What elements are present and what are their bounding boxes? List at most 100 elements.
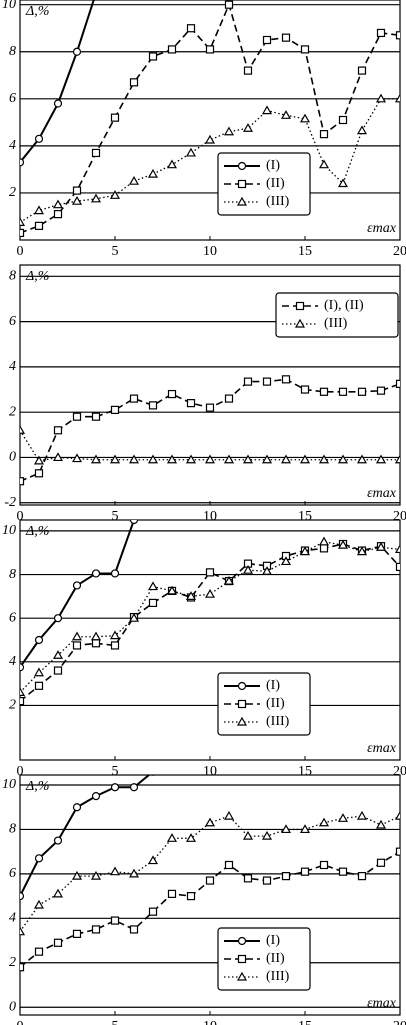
marker bbox=[34, 947, 44, 956]
marker bbox=[223, 126, 235, 136]
marker bbox=[148, 907, 158, 916]
x-axis-label: εmax bbox=[367, 486, 397, 501]
marker bbox=[53, 666, 63, 675]
legend-label: (III) bbox=[324, 316, 348, 331]
legend-box bbox=[217, 927, 311, 991]
marker bbox=[71, 195, 83, 205]
x-tick-label: 15 bbox=[298, 1019, 312, 1025]
marker bbox=[280, 454, 292, 464]
marker bbox=[262, 35, 272, 45]
marker bbox=[204, 588, 216, 598]
marker bbox=[242, 830, 254, 840]
marker bbox=[243, 66, 253, 75]
marker bbox=[224, 860, 234, 870]
y-tick-label: -2 bbox=[4, 495, 16, 510]
marker bbox=[299, 546, 311, 556]
x-tick-label: 5 bbox=[112, 1019, 119, 1025]
marker bbox=[280, 556, 292, 566]
marker bbox=[166, 454, 178, 464]
marker bbox=[167, 389, 177, 399]
marker bbox=[237, 179, 247, 189]
marker bbox=[337, 454, 349, 464]
marker bbox=[53, 836, 63, 845]
y-axis-label: Δ,% bbox=[25, 779, 49, 794]
marker bbox=[294, 318, 306, 328]
marker bbox=[110, 113, 120, 122]
y-tick-label: 4 bbox=[9, 138, 16, 153]
series-line bbox=[20, 429, 400, 462]
marker bbox=[52, 452, 64, 462]
marker bbox=[356, 454, 368, 464]
marker bbox=[150, 775, 156, 776]
marker bbox=[237, 936, 247, 946]
marker bbox=[109, 630, 121, 640]
marker bbox=[167, 45, 177, 54]
marker bbox=[299, 454, 311, 464]
x-tick-label: 20 bbox=[393, 1019, 406, 1025]
marker bbox=[281, 375, 291, 384]
plot-frame bbox=[19, 0, 401, 241]
marker bbox=[72, 186, 82, 195]
x-tick-label: 20 bbox=[393, 244, 406, 259]
marker bbox=[72, 803, 82, 812]
series-group bbox=[20, 375, 400, 486]
marker bbox=[280, 110, 292, 119]
x-tick-label: 0 bbox=[17, 509, 24, 524]
marker bbox=[242, 454, 254, 464]
marker bbox=[337, 539, 349, 549]
y-tick-label: 2 bbox=[9, 404, 16, 419]
marker bbox=[128, 454, 140, 464]
marker bbox=[109, 190, 121, 199]
marker bbox=[20, 425, 26, 434]
marker bbox=[71, 631, 83, 641]
marker bbox=[337, 813, 349, 822]
marker bbox=[20, 158, 25, 167]
series-line bbox=[20, 815, 400, 933]
marker bbox=[72, 641, 82, 650]
marker bbox=[129, 394, 139, 403]
marker bbox=[357, 872, 367, 881]
marker bbox=[129, 520, 139, 525]
marker bbox=[375, 542, 387, 551]
marker bbox=[357, 66, 367, 75]
marker bbox=[110, 916, 120, 925]
y-tick-label: 2 bbox=[9, 955, 16, 970]
y-axis-label: Δ,% bbox=[25, 524, 49, 539]
series-line bbox=[20, 543, 400, 702]
y-tick-label: 10 bbox=[2, 777, 16, 792]
marker bbox=[237, 681, 247, 691]
marker bbox=[34, 221, 44, 230]
legend-label: (II) bbox=[266, 951, 285, 966]
marker bbox=[262, 876, 272, 885]
marker bbox=[375, 819, 387, 829]
series-group bbox=[20, 775, 400, 972]
x-tick-label: 10 bbox=[203, 1019, 217, 1025]
marker bbox=[237, 954, 247, 964]
marker bbox=[185, 147, 197, 157]
marker bbox=[147, 168, 159, 178]
marker bbox=[318, 536, 330, 546]
x-tick-label: 10 bbox=[203, 509, 217, 524]
marker bbox=[20, 477, 25, 486]
marker bbox=[128, 868, 140, 878]
marker bbox=[394, 544, 400, 554]
marker bbox=[91, 569, 101, 578]
marker bbox=[109, 866, 121, 876]
marker bbox=[338, 115, 348, 125]
series-line bbox=[20, 0, 95, 163]
marker bbox=[33, 667, 45, 677]
marker bbox=[185, 833, 197, 842]
y-tick-label: 8 bbox=[9, 567, 16, 582]
marker bbox=[337, 178, 349, 188]
marker bbox=[223, 575, 235, 585]
marker bbox=[33, 899, 45, 909]
legend-label: (II) bbox=[266, 696, 285, 711]
marker bbox=[338, 867, 348, 876]
marker bbox=[394, 810, 400, 820]
x-tick-label: 0 bbox=[17, 1019, 24, 1025]
marker bbox=[166, 833, 178, 842]
marker bbox=[128, 612, 140, 622]
series-group bbox=[20, 520, 400, 706]
y-tick-label: 6 bbox=[9, 866, 16, 881]
marker bbox=[90, 454, 102, 464]
